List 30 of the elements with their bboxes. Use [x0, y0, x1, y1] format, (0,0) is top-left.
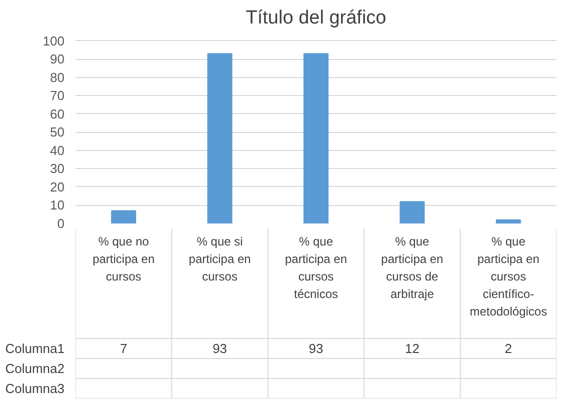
data-label: 12 — [404, 341, 420, 356]
text: Columna2 — [5, 361, 65, 376]
text: Columna3 — [5, 381, 65, 396]
y-tick-label: 60 — [50, 106, 65, 122]
bar — [303, 53, 329, 224]
bar — [496, 219, 521, 224]
y-tick-label: 20 — [50, 179, 65, 194]
y-tick-label: 90 — [50, 52, 65, 67]
x-tick-label: % que participa en cursos técnicos — [284, 234, 348, 301]
y-tick-label: 50 — [50, 124, 65, 140]
x-tick-label: % que participa en cursos científico-metodológicos — [470, 234, 548, 318]
y-tick-label: 70 — [50, 88, 65, 104]
y-tick-label: 80 — [50, 70, 65, 85]
data-label: 93 — [212, 341, 228, 356]
data-label: 7 — [120, 341, 128, 356]
y-tick-label: 100 — [42, 33, 65, 48]
y-tick-label: 30 — [50, 161, 65, 176]
x-tick-label: % que si participa en cursos — [188, 234, 251, 284]
x-tick-label: % que participa en cursos de arbitraje — [381, 234, 444, 301]
y-tick-label: 40 — [50, 142, 65, 158]
bar — [111, 210, 136, 224]
y-tick-label: 0 — [57, 216, 65, 231]
text: Columna1 — [5, 341, 65, 356]
bar — [207, 53, 232, 224]
bar — [400, 201, 425, 224]
data-label: 93 — [308, 341, 324, 356]
chart-title: Título del gráfico — [246, 8, 386, 28]
data-label: 2 — [504, 341, 512, 356]
y-tick-label: 10 — [50, 198, 65, 213]
x-tick-label: % que no participa en cursos — [92, 234, 155, 284]
